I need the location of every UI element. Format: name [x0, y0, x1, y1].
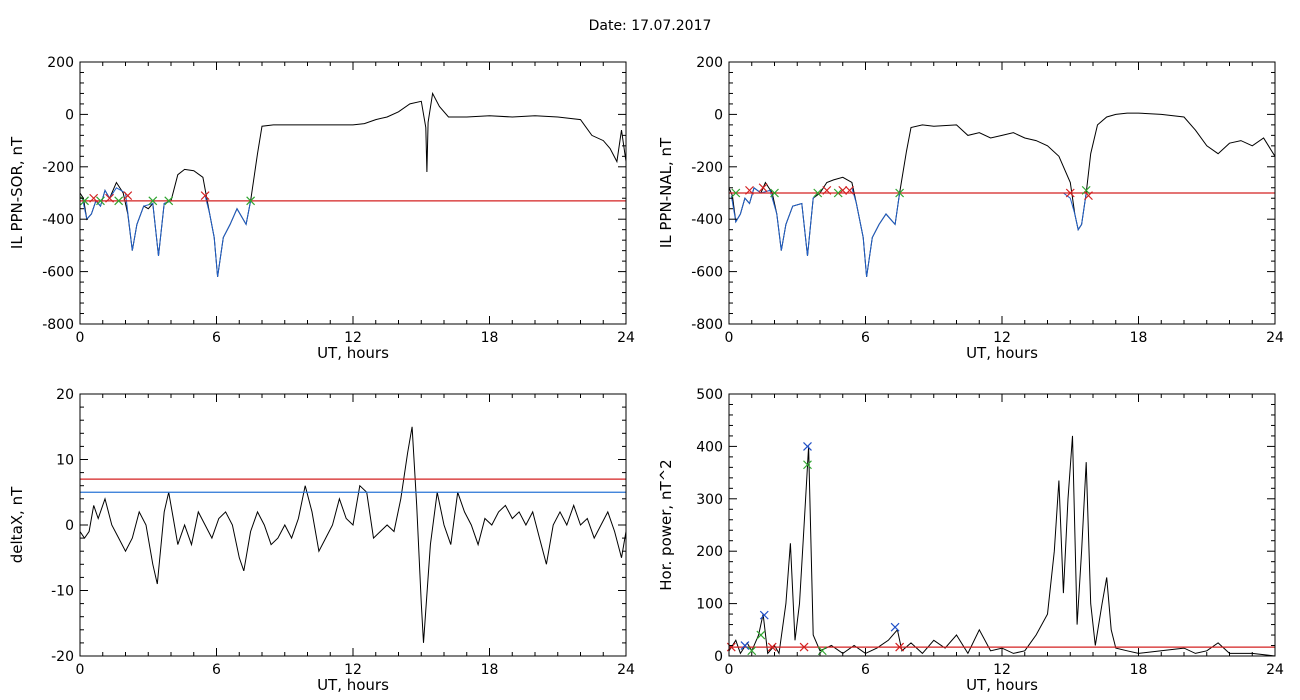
- y-axis-label: IL PPN-NAL, nT: [657, 137, 675, 248]
- y-tick-label: -200: [42, 160, 74, 176]
- x-tick-label: 18: [481, 662, 499, 678]
- marker-cross: [1084, 191, 1093, 201]
- marker-cross: [756, 630, 766, 640]
- figure-title: Date: 17.07.2017: [588, 18, 712, 34]
- marker-cross: [148, 196, 158, 206]
- y-tick-label: 0: [65, 107, 74, 123]
- marker-cross: [813, 188, 823, 198]
- marker-cross: [745, 185, 754, 195]
- marker-cross: [200, 191, 210, 201]
- x-axis-label: UT, hours: [966, 344, 1038, 362]
- x-tick-label: 12: [344, 330, 362, 346]
- y-tick-label: 0: [65, 518, 74, 534]
- y-tick-label: 0: [714, 107, 723, 123]
- marker-cross: [740, 641, 750, 650]
- marker-cross: [767, 642, 777, 652]
- marker-cross: [838, 185, 848, 195]
- series-line-4: [1063, 192, 1087, 231]
- panel-1: 0 6 12 18 24 -800 -600 -400 -200 0 200 UT, hours IL …: [8, 55, 635, 362]
- x-tick-label: 6: [861, 330, 870, 346]
- marker-cross: [105, 193, 114, 203]
- x-tick-label: 24: [617, 662, 635, 678]
- marker-cross: [114, 196, 124, 206]
- x-tick-label: 12: [993, 330, 1011, 346]
- y-tick-label: -600: [691, 265, 723, 281]
- x-tick-label: 6: [212, 330, 221, 346]
- y-tick-label: -800: [691, 317, 723, 333]
- marker-cross: [833, 188, 843, 198]
- y-tick-label: -600: [42, 265, 74, 281]
- x-tick-label: 0: [725, 662, 734, 678]
- series-line-1: [729, 435, 1275, 656]
- x-tick-label: 18: [1130, 330, 1148, 346]
- y-axis-label: deltaX, nT: [8, 486, 26, 563]
- x-tick-label: 18: [481, 330, 499, 346]
- x-tick-label: 12: [993, 662, 1011, 678]
- y-axis-label: IL PPN-SOR, nT: [8, 136, 26, 249]
- plot-frame: [79, 61, 627, 325]
- marker-cross: [758, 183, 768, 193]
- y-tick-label: 10: [56, 453, 74, 469]
- y-tick-label: 200: [696, 544, 723, 560]
- y-tick-label: -400: [691, 212, 723, 228]
- x-tick-label: 0: [76, 330, 85, 346]
- marker-cross: [89, 193, 99, 203]
- marker-cross: [799, 642, 809, 652]
- marker-cross: [1065, 188, 1075, 198]
- marker-cross: [747, 646, 757, 656]
- y-tick-label: 400: [696, 439, 723, 455]
- y-tick-label: 20: [56, 387, 74, 403]
- y-tick-label: -400: [42, 212, 74, 228]
- x-tick-label: 24: [1266, 662, 1284, 678]
- x-tick-label: 6: [212, 662, 221, 678]
- y-tick-label: 100: [696, 597, 723, 613]
- marker-cross: [164, 196, 174, 206]
- y-axis-label: Hor. power, nT^2: [657, 459, 675, 590]
- x-tick-label: 24: [1266, 330, 1284, 346]
- y-tick-label: 200: [696, 55, 723, 71]
- marker-cross: [246, 196, 256, 206]
- x-axis-label: UT, hours: [966, 676, 1038, 694]
- x-tick-label: 6: [861, 662, 870, 678]
- x-tick-label: 18: [1130, 662, 1148, 678]
- series-line-1: [80, 91, 626, 277]
- y-tick-label: -200: [691, 160, 723, 176]
- x-tick-label: 24: [617, 330, 635, 346]
- series-line-3: [851, 187, 901, 277]
- y-tick-label: -10: [51, 584, 74, 600]
- series-line-1: [729, 112, 1275, 277]
- x-axis-label: UT, hours: [317, 344, 389, 362]
- marker-cross: [895, 642, 905, 652]
- y-tick-label: 300: [696, 492, 723, 508]
- y-tick-label: -800: [42, 317, 74, 333]
- marker-cross: [123, 191, 133, 201]
- y-tick-label: 0: [714, 649, 723, 665]
- marker-cross: [890, 622, 900, 632]
- x-tick-label: 0: [725, 330, 734, 346]
- marker-cross: [1081, 185, 1091, 195]
- marker-cross: [759, 610, 769, 620]
- series-line-1: [80, 426, 626, 643]
- marker-cross: [822, 185, 832, 195]
- marker-cross: [803, 460, 812, 470]
- panel-4: 0 6 12 18 24 0 100 200 300 400 500 UT, hours Hor. po…: [657, 387, 1284, 694]
- x-tick-label: 12: [344, 662, 362, 678]
- x-axis-label: UT, hours: [317, 676, 389, 694]
- marker-cross: [770, 188, 779, 198]
- panel-3: 0 6 12 18 24 -20 -10 0 10 20 UT, hours deltaX, nT: [8, 387, 635, 694]
- panel-2: 0 6 12 18 24 -800 -600 -400 -200 0 200 UT, hours IL …: [657, 55, 1284, 362]
- marker-cross: [96, 196, 105, 206]
- marker-cross: [731, 188, 741, 198]
- series-line-2: [730, 186, 819, 256]
- y-tick-label: 200: [47, 55, 74, 71]
- marker-cross: [895, 188, 905, 198]
- y-tick-label: -20: [51, 649, 74, 665]
- y-tick-label: 500: [696, 387, 723, 403]
- marker-cross: [803, 441, 812, 451]
- x-tick-label: 0: [76, 662, 85, 678]
- series-line-3: [204, 195, 252, 277]
- series-line-2: [81, 187, 172, 256]
- marker-cross: [845, 185, 854, 195]
